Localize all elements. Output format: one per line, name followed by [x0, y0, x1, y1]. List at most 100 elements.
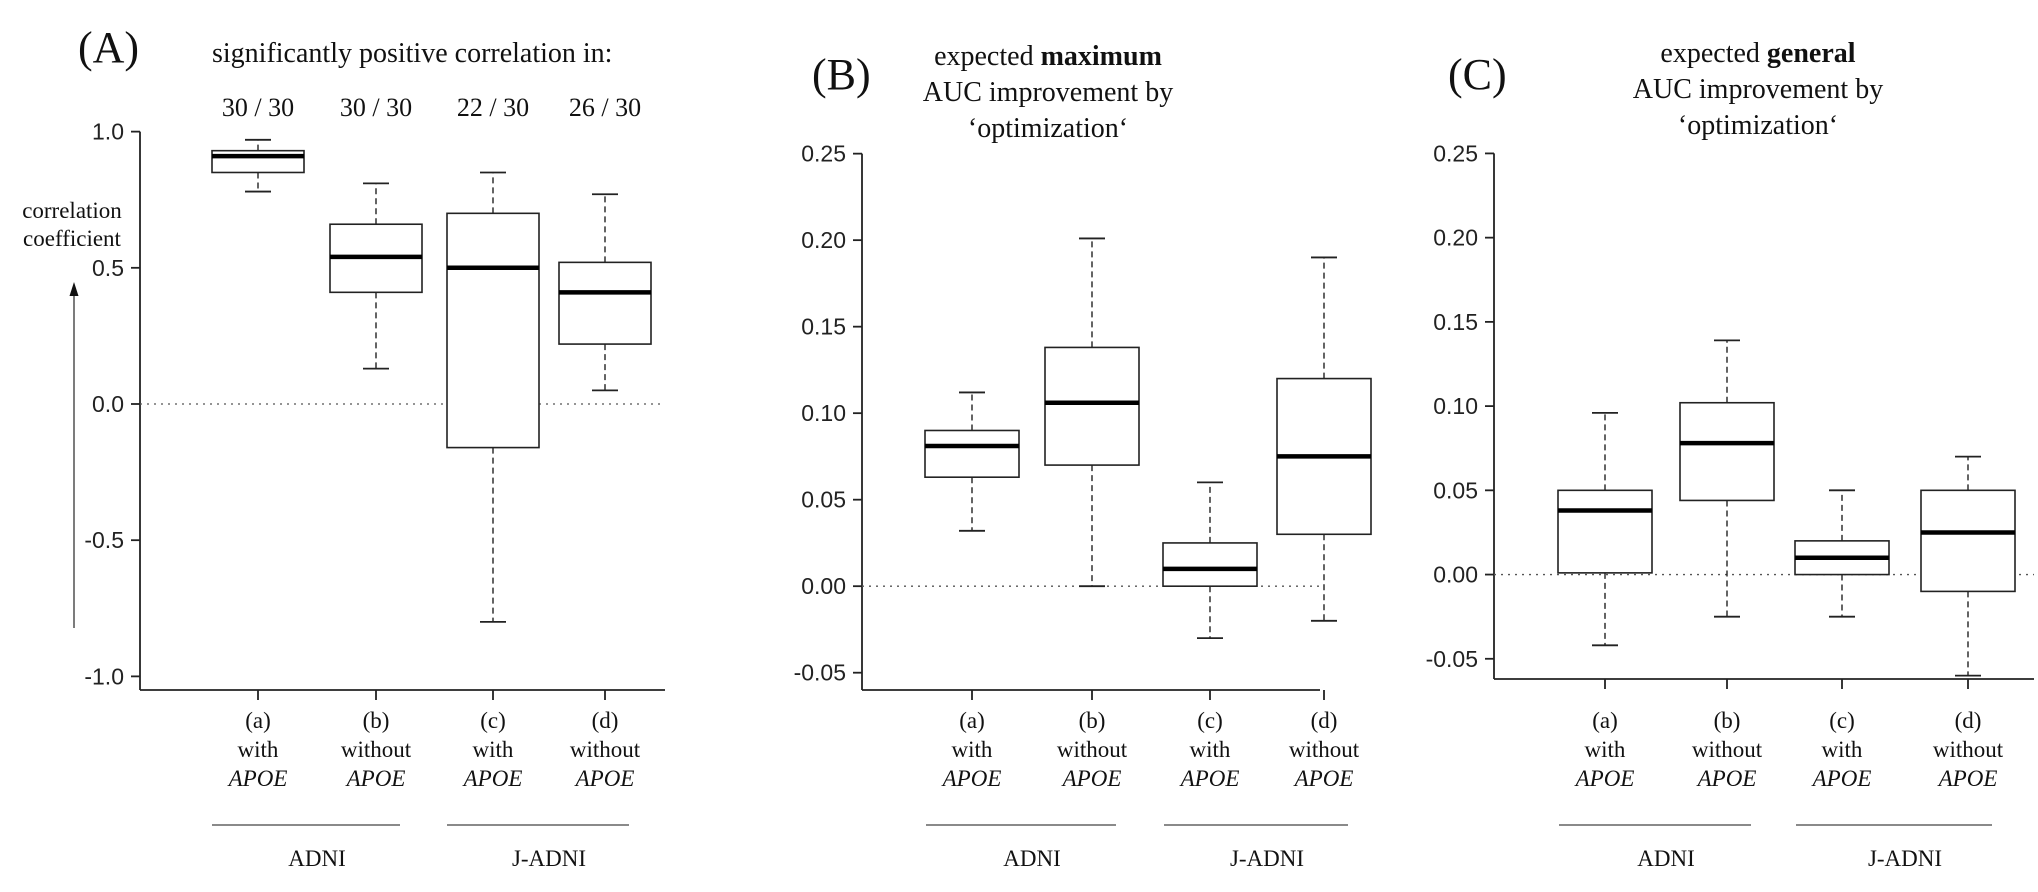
title-text: ‘optimization‘: [1678, 110, 1838, 141]
category-gene: APOE: [1293, 766, 1354, 791]
category-condition: without: [1289, 737, 1360, 762]
panel-label: (C): [1448, 50, 1507, 99]
category-code: (d): [592, 708, 619, 733]
y-tick-label: 0.00: [801, 573, 846, 599]
panel-b: (B) expected maximum AUC improvement by ‘op…: [794, 41, 1372, 871]
category-code: (c): [1197, 708, 1223, 733]
panel-title-line: AUC improvement by: [923, 77, 1173, 108]
panel-label: (A): [78, 23, 139, 72]
title-text: ‘optimization‘: [968, 113, 1128, 144]
boxplot-d: [1276, 256, 1372, 622]
category-condition: without: [1057, 737, 1128, 762]
interquartile-box: [924, 429, 1020, 478]
category-gene: APOE: [1574, 766, 1635, 791]
boxplot-c: [1162, 481, 1258, 639]
y-tick-label: 0.5: [92, 255, 124, 281]
title-text: expected: [1660, 38, 1767, 69]
boxplot-a: [924, 391, 1020, 532]
boxplot-d: [1920, 455, 2016, 677]
boxplot-c: [1794, 489, 1890, 618]
title-text: significantly positive correlation in:: [212, 38, 612, 69]
panel-label: (B): [812, 50, 871, 99]
boxplot-b: [1044, 237, 1140, 588]
y-tick-label: 0.15: [1433, 309, 1478, 335]
count-label: 22 / 30: [457, 93, 529, 122]
category-code: (a): [959, 708, 985, 733]
panel-title-line: ‘optimization‘: [1678, 110, 1838, 141]
interquartile-box: [446, 212, 540, 449]
group-label: ADNI: [288, 846, 346, 871]
category-condition: without: [1692, 737, 1763, 762]
category-gene: APOE: [1061, 766, 1122, 791]
category-gene: APOE: [1811, 766, 1872, 791]
category-gene: APOE: [941, 766, 1002, 791]
category-code: (c): [1829, 708, 1855, 733]
category-gene: APOE: [345, 766, 406, 791]
y-tick-label: 0.20: [801, 227, 846, 253]
y-tick-label: 0.25: [1433, 140, 1478, 166]
panel-a: (A) significantly positive correlation in…: [22, 23, 665, 871]
title-text: AUC improvement by: [1633, 74, 1883, 105]
title-emphasis: maximum: [1041, 41, 1162, 72]
count-label: 30 / 30: [222, 93, 294, 122]
count-label: 26 / 30: [569, 93, 641, 122]
category-condition: with: [1190, 737, 1231, 762]
y-tick-label: 0.05: [1433, 477, 1478, 503]
y-tick-label: 0.25: [801, 141, 846, 167]
y-axis-arrow-head: [69, 282, 79, 296]
category-code: (b): [1714, 708, 1741, 733]
y-tick-label: -0.5: [84, 527, 124, 553]
y-tick-label: 0.0: [92, 391, 124, 417]
boxplot-b: [329, 182, 423, 370]
category-code: (d): [1311, 708, 1338, 733]
category-condition: with: [1585, 737, 1626, 762]
title-text: AUC improvement by: [923, 77, 1173, 108]
y-tick-label: -0.05: [1426, 646, 1478, 672]
boxplot-d: [558, 193, 652, 392]
y-tick-label: 1.0: [92, 119, 124, 145]
y-tick-label: 0.10: [801, 400, 846, 426]
category-code: (c): [480, 708, 506, 733]
boxplot-c: [446, 171, 540, 623]
category-gene: APOE: [227, 766, 288, 791]
group-label: ADNI: [1637, 846, 1695, 871]
panel-title-line: expected maximum: [934, 41, 1162, 72]
category-gene: APOE: [1179, 766, 1240, 791]
category-condition: without: [341, 737, 412, 762]
interquartile-box: [1162, 542, 1258, 587]
boxplot-a: [211, 138, 305, 193]
title-text: expected: [934, 41, 1041, 72]
y-tick-label: 0.10: [1433, 393, 1478, 419]
interquartile-box: [1557, 489, 1653, 574]
interquartile-box: [558, 261, 652, 345]
category-condition: with: [473, 737, 514, 762]
group-label: J-ADNI: [512, 846, 586, 871]
category-code: (d): [1955, 708, 1982, 733]
interquartile-box: [1920, 489, 2016, 593]
title-emphasis: general: [1767, 38, 1856, 69]
category-gene: APOE: [1937, 766, 1998, 791]
y-tick-label: 0.20: [1433, 225, 1478, 251]
boxplot-b: [1679, 339, 1775, 618]
y-axis-label: correlation: [22, 198, 122, 223]
y-tick-label: 0.05: [801, 487, 846, 513]
count-label: 30 / 30: [340, 93, 412, 122]
group-label: J-ADNI: [1868, 846, 1942, 871]
category-condition: with: [1822, 737, 1863, 762]
y-tick-label: -0.05: [794, 660, 846, 686]
category-code: (b): [363, 708, 390, 733]
panel-title-line: ‘optimization‘: [968, 113, 1128, 144]
y-axis-label: coefficient: [23, 226, 122, 251]
interquartile-box: [1044, 346, 1140, 466]
category-condition: with: [238, 737, 279, 762]
panel-title-line: significantly positive correlation in:: [212, 38, 612, 69]
category-condition: without: [570, 737, 641, 762]
y-tick-label: 0.00: [1433, 562, 1478, 588]
category-condition: without: [1933, 737, 2004, 762]
panel-title-line: expected general: [1660, 38, 1855, 69]
interquartile-box: [1679, 401, 1775, 502]
y-tick-label: -1.0: [84, 663, 124, 689]
y-tick-label: 0.15: [801, 314, 846, 340]
